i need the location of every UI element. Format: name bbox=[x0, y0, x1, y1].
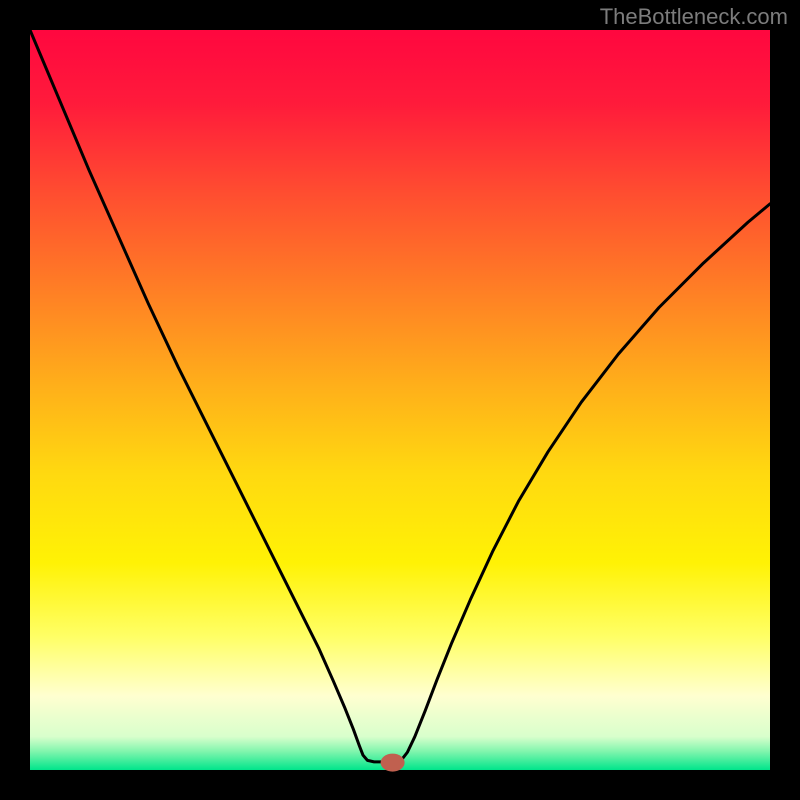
watermark-text: TheBottleneck.com bbox=[600, 4, 788, 30]
optimum-marker bbox=[381, 754, 405, 772]
plot-background bbox=[30, 30, 770, 770]
chart-root: TheBottleneck.com bbox=[0, 0, 800, 800]
bottleneck-chart bbox=[0, 0, 800, 800]
